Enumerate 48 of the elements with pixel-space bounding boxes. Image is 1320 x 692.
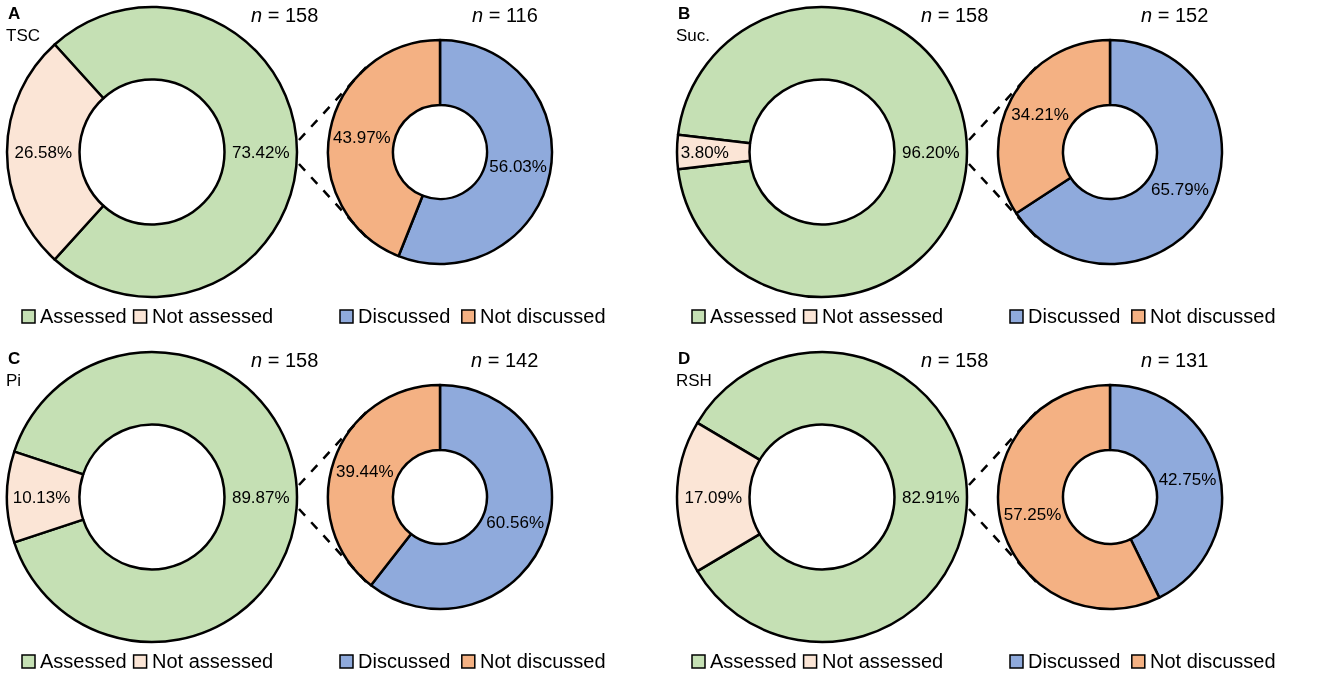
text: n = 158: [251, 349, 319, 371]
data-label: 42.75%: [1158, 469, 1217, 489]
legend-label: Discussed: [358, 650, 451, 672]
data-label: 39.44%: [335, 461, 394, 481]
data-label: 89.87%: [231, 487, 290, 507]
data-label: 43.97%: [333, 127, 391, 147]
legend-label: Assessed: [40, 305, 127, 327]
chart-title: C: [8, 349, 21, 368]
legend-label: Assessed: [710, 650, 797, 672]
legend-label: Not discussed: [1150, 305, 1276, 327]
text: Pi: [6, 371, 22, 390]
legend-label: Not discussed: [480, 305, 606, 327]
data-label: 26.58%: [14, 142, 73, 162]
text: n = 116: [472, 4, 538, 26]
legend-label: Discussed: [358, 305, 451, 327]
text: n = 131: [1141, 349, 1209, 371]
data-label: 34.21%: [1011, 104, 1069, 124]
legend-label: Discussed: [1028, 305, 1121, 327]
legend-label: Discussed: [1028, 650, 1121, 672]
data-label: 65.79%: [1151, 180, 1209, 200]
text: TSC: [6, 26, 40, 45]
data-label: 56.03%: [489, 157, 547, 177]
data-label: 73.42%: [231, 142, 290, 162]
data-label: 82.91%: [901, 487, 960, 507]
text: n = 142: [471, 349, 539, 371]
legend-label: Assessed: [710, 305, 797, 327]
data-label: 96.20%: [901, 142, 960, 162]
chart-title: A: [8, 4, 21, 23]
data-label: 60.56%: [486, 513, 545, 533]
data-label: 17.09%: [684, 487, 743, 507]
text: n = 152: [1141, 4, 1209, 26]
legend-label: Not discussed: [1150, 650, 1276, 672]
legend-label: Not assessed: [152, 650, 274, 672]
text: n = 158: [921, 4, 989, 26]
text: Suc.: [676, 26, 711, 45]
data-label: 57.25%: [1003, 505, 1062, 525]
text: n = 158: [921, 349, 989, 371]
chart-title: B: [678, 4, 691, 23]
chart-title: D: [678, 349, 691, 368]
legend-label: Not discussed: [480, 650, 606, 672]
legend-label: Not assessed: [822, 305, 944, 327]
data-label: 10.13%: [12, 487, 71, 507]
text: n = 158: [251, 4, 319, 26]
text: RSH: [676, 371, 712, 390]
legend-label: Not assessed: [822, 650, 944, 672]
legend-label: Assessed: [40, 650, 127, 672]
legend-label: Not assessed: [152, 305, 274, 327]
data-label: 3.80%: [680, 142, 729, 162]
